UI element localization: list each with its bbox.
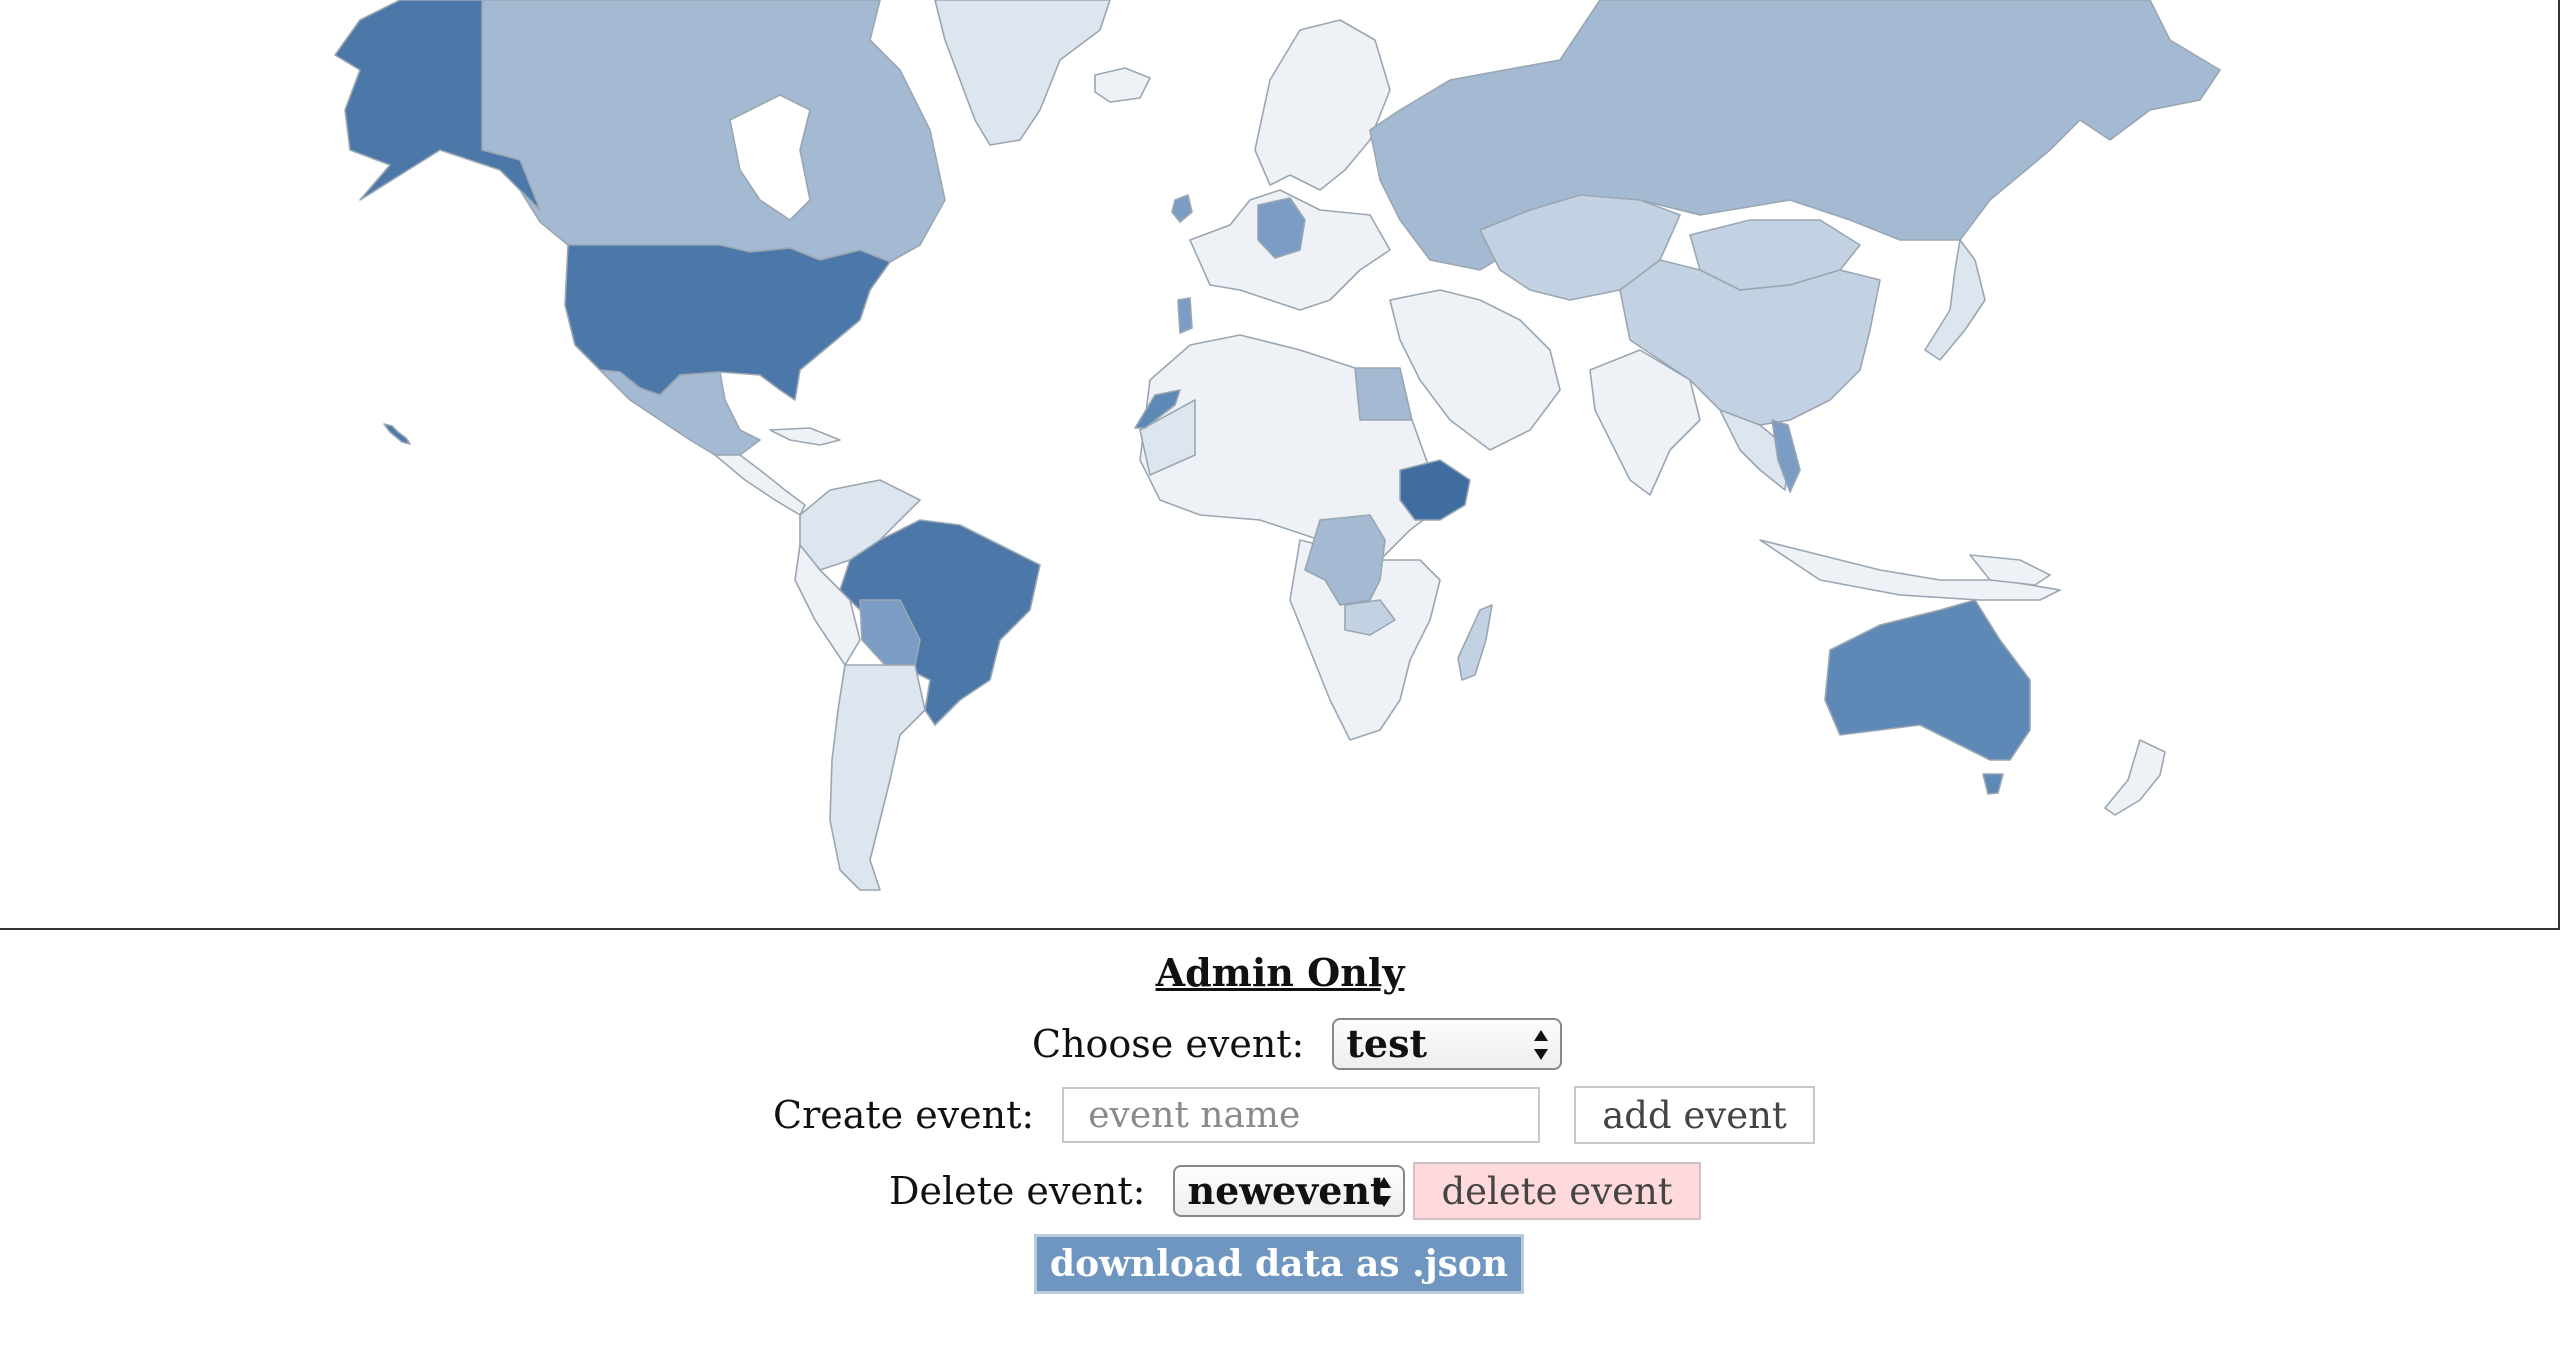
admin-title: Admin Only (1155, 950, 1405, 995)
country-zambia[interactable] (1344, 599, 1396, 636)
country-indonesia[interactable] (1759, 539, 2061, 601)
country-middle-east[interactable] (1389, 289, 1561, 451)
choose-event-row: Choose event: test (1032, 1018, 1563, 1070)
admin-section: Admin Only Choose event: test Create eve… (0, 930, 2560, 1358)
country-southeast-asia[interactable] (1719, 409, 1791, 491)
country-scandinavia[interactable] (1254, 19, 1391, 191)
delete-event-select[interactable]: newevent (1173, 1165, 1406, 1217)
country-dr-congo[interactable] (1304, 514, 1386, 606)
select-arrows-icon (1534, 1030, 1549, 1060)
country-portugal[interactable] (1177, 297, 1193, 334)
delete-event-value: newevent (1187, 1168, 1388, 1213)
choose-event-value: test (1346, 1021, 1428, 1066)
country-papua[interactable] (1969, 554, 2051, 586)
delete-event-row: Delete event: newevent delete event (889, 1162, 1701, 1220)
country-japan[interactable] (1924, 239, 1986, 361)
world-map (334, 0, 2221, 891)
country-mauritania[interactable] (1139, 399, 1196, 476)
delete-event-button[interactable]: delete event (1413, 1162, 1701, 1220)
hudson-bay (729, 94, 811, 222)
world-map-panel (0, 0, 2560, 930)
country-tasmania[interactable] (1982, 773, 2004, 795)
country-madagascar[interactable] (1457, 604, 1493, 681)
country-iceland[interactable] (1094, 67, 1151, 103)
country-peru[interactable] (794, 544, 861, 666)
country-mexico[interactable] (599, 369, 761, 456)
country-canada[interactable] (481, 0, 946, 263)
create-event-row: Create event: add event (773, 1086, 1815, 1144)
country-india[interactable] (1589, 349, 1701, 496)
country-hawaii[interactable] (383, 423, 411, 445)
country-argentina[interactable] (829, 664, 926, 891)
event-name-input[interactable] (1062, 1087, 1541, 1143)
country-cuba[interactable] (769, 427, 841, 446)
delete-event-label: Delete event: (889, 1169, 1146, 1213)
create-event-label: Create event: (773, 1093, 1035, 1137)
country-germany[interactable] (1257, 197, 1306, 259)
add-event-button[interactable]: add event (1574, 1086, 1815, 1144)
choose-event-label: Choose event: (1032, 1022, 1305, 1066)
country-new-zealand[interactable] (2104, 739, 2166, 816)
country-ethiopia[interactable] (1399, 459, 1471, 521)
country-africa-south[interactable] (1289, 539, 1441, 741)
country-egypt[interactable] (1354, 367, 1413, 421)
country-western-sahara[interactable] (1134, 389, 1181, 429)
country-australia[interactable] (1824, 599, 2031, 761)
country-alaska[interactable] (334, 0, 541, 211)
country-uk[interactable] (1171, 194, 1193, 223)
country-greenland[interactable] (934, 0, 1111, 146)
download-json-button[interactable]: download data as .json (1034, 1234, 1524, 1294)
country-vietnam[interactable] (1771, 419, 1801, 493)
select-arrows-icon (1377, 1177, 1392, 1207)
country-central-america[interactable] (714, 454, 806, 516)
choose-event-select[interactable]: test (1332, 1018, 1563, 1070)
